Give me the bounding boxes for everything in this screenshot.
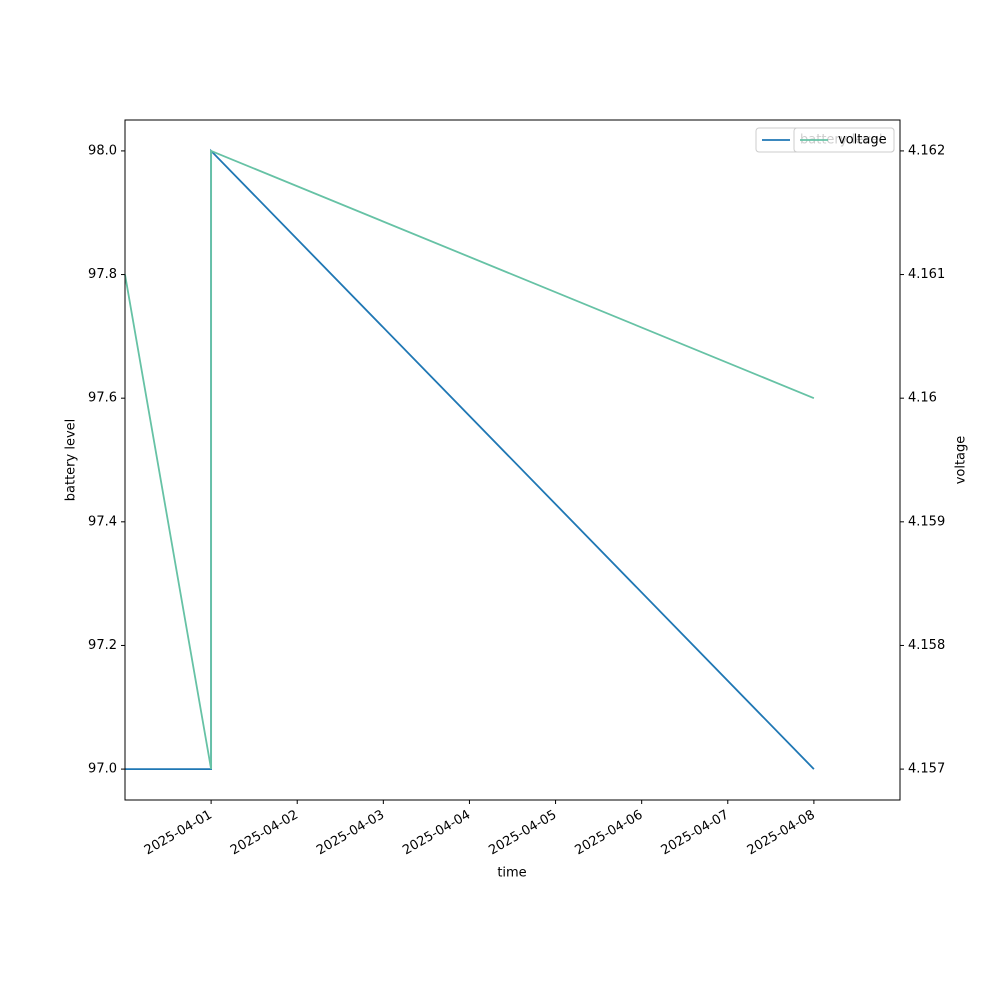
y-tick-label: 97.8 [88, 267, 117, 282]
x-axis-label: time [497, 866, 526, 881]
y2-tick-label: 4.158 [908, 638, 945, 653]
legend-box [793, 127, 895, 153]
y-tick-label: 98.0 [88, 143, 117, 158]
y2-tick-label: 4.159 [908, 514, 945, 529]
y2-axis-label: voltage [954, 436, 969, 485]
series-line [124, 149, 815, 770]
y2-tick-label: 4.157 [908, 762, 945, 777]
y-tick-label: 97.2 [88, 638, 117, 653]
legend-label: voltage [838, 133, 887, 148]
y-tick-label: 97.4 [88, 514, 117, 529]
y-axis-label: battery level [64, 419, 79, 502]
y-tick-label: 97.0 [88, 762, 117, 777]
y2-tick-label: 4.16 [908, 391, 937, 406]
plot-frame [124, 119, 901, 801]
y-tick-label: 97.6 [88, 391, 117, 406]
y2-tick-label: 4.162 [908, 143, 945, 158]
y2-tick-label: 4.161 [908, 267, 945, 282]
